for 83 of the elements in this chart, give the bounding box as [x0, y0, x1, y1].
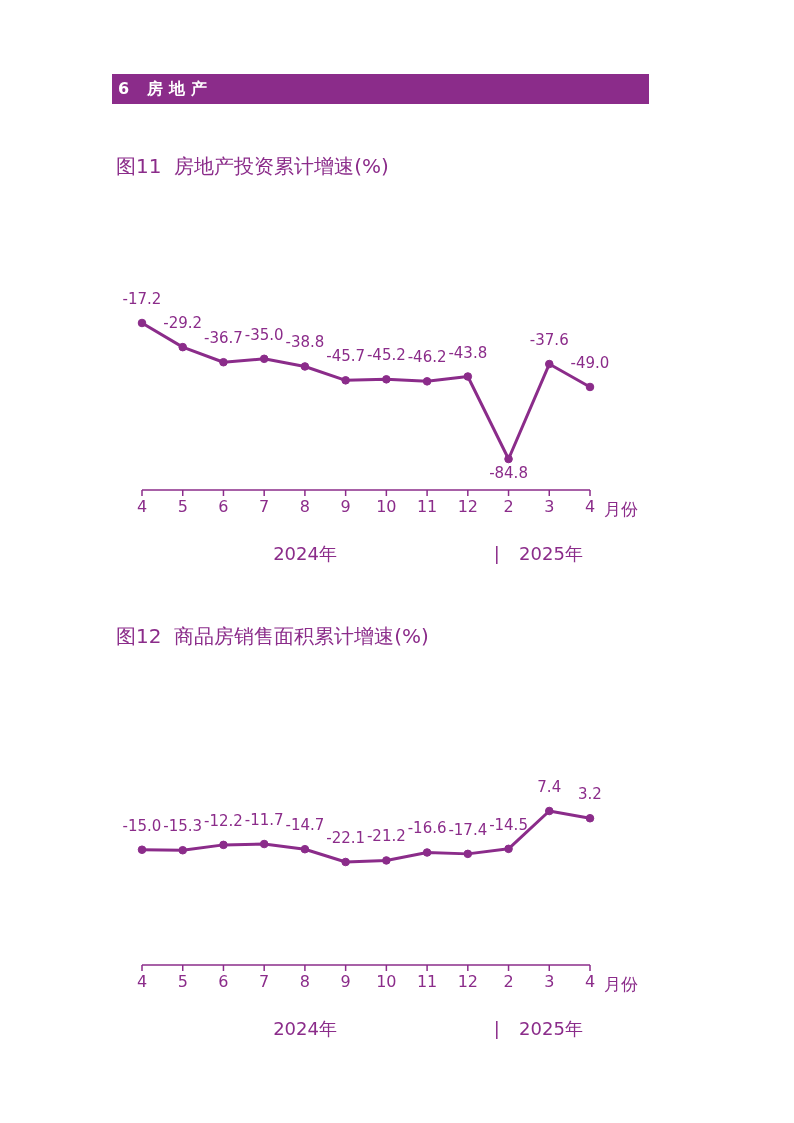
data-label: -38.8 [285, 333, 325, 352]
data-label: -12.2 [204, 811, 243, 830]
text: 6 房地产 [117, 78, 213, 100]
data-label: -15.0 [122, 816, 162, 835]
x-tick-label: 2 [503, 972, 514, 992]
x-tick-label: 7 [259, 972, 270, 992]
point [382, 375, 391, 384]
point [504, 454, 513, 464]
chart-title: 图12 商品房销售面积累计增速(%) [116, 624, 429, 648]
data-label: -49.0 [570, 353, 610, 372]
data-label: -46.2 [407, 348, 447, 367]
point [178, 845, 188, 855]
point [259, 354, 269, 364]
point [585, 382, 595, 392]
point [463, 372, 473, 381]
x-axis-title: 月份 [604, 499, 638, 519]
point [219, 357, 228, 367]
x-tick-label: 5 [177, 972, 188, 992]
data-label: -14.7 [285, 816, 325, 835]
x-tick-label: 4 [136, 497, 148, 517]
point [544, 806, 554, 816]
data-label: -16.6 [407, 819, 447, 838]
data-label: -45.2 [366, 346, 406, 365]
data-label: -14.5 [489, 815, 528, 834]
x-tick-label: 8 [299, 497, 310, 517]
x-tick-label: 6 [218, 972, 229, 992]
point [219, 840, 228, 850]
point [178, 342, 188, 352]
data-label: -21.2 [366, 827, 406, 846]
text: | [493, 1017, 500, 1041]
x-tick-label: 9 [340, 972, 351, 992]
x-axis-title: 月份 [604, 974, 638, 994]
text: 2025年 [519, 1017, 583, 1041]
data-label: 3.2 [578, 785, 602, 804]
point [300, 362, 310, 371]
x-tick-label: 10 [376, 972, 397, 992]
data-label: -17.2 [122, 290, 162, 308]
point [463, 849, 473, 859]
data-label: -37.6 [529, 331, 569, 350]
data-label: -84.8 [489, 464, 528, 482]
x-tick-label: 6 [218, 497, 229, 517]
text: 2025年 [519, 542, 583, 566]
x-tick-label: 11 [416, 497, 438, 517]
point [341, 376, 350, 385]
point [137, 318, 147, 328]
text: | [493, 542, 500, 566]
data-label: -35.0 [244, 325, 284, 344]
point [259, 839, 269, 849]
x-tick-label: 10 [376, 497, 397, 517]
point [422, 377, 432, 386]
x-tick-label: 12 [457, 497, 478, 517]
x-tick-label: 12 [457, 972, 478, 992]
x-tick-label: 5 [177, 497, 188, 517]
x-tick-label: 7 [259, 497, 270, 517]
point [585, 813, 595, 823]
point [544, 359, 554, 369]
x-tick-label: 3 [544, 972, 555, 992]
data-label: -11.7 [244, 811, 284, 830]
chart-title: 图11 房地产投资累计增速(%) [116, 154, 389, 178]
data-label: -43.8 [448, 343, 488, 362]
point [504, 844, 513, 854]
data-label: -45.7 [326, 347, 366, 366]
point [382, 856, 391, 865]
x-tick-label: 2 [503, 497, 514, 517]
point [422, 848, 432, 857]
x-tick-label: 9 [340, 497, 351, 517]
point [341, 857, 350, 867]
data-label: -22.1 [326, 829, 366, 847]
x-tick-label: 4 [136, 972, 148, 992]
text: 2024年 [273, 1017, 337, 1041]
data-label: -15.3 [163, 817, 203, 836]
data-label: 7.4 [537, 778, 562, 796]
text: 2024年 [273, 542, 337, 566]
x-tick-label: 3 [544, 497, 555, 517]
x-tick-label: 11 [416, 972, 438, 992]
data-label: -17.4 [448, 820, 488, 839]
point [300, 844, 310, 854]
point [137, 845, 147, 855]
x-tick-label: 8 [299, 972, 310, 992]
data-label: -29.2 [163, 314, 203, 333]
data-label: -36.7 [204, 329, 243, 348]
x-tick-label: 4 [584, 972, 596, 992]
x-tick-label: 4 [584, 497, 596, 517]
